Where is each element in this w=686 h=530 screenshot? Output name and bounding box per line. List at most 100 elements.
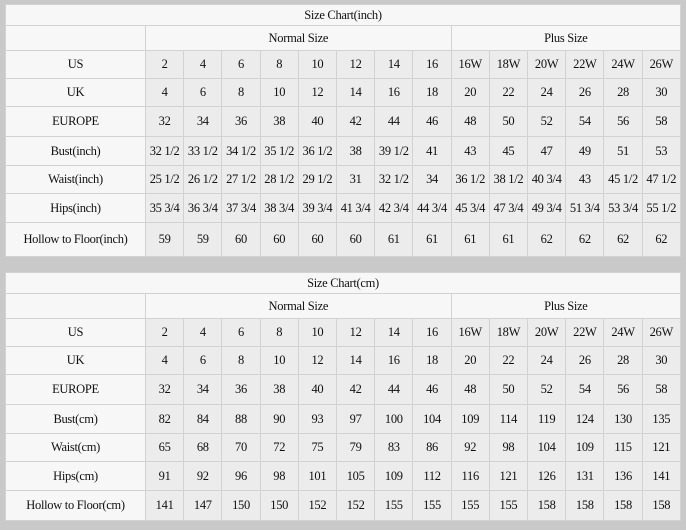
- size-value-cell: 2: [144, 50, 185, 79]
- normal-size-header: Normal Size: [145, 25, 452, 51]
- size-value-cell: 155: [450, 490, 490, 521]
- size-value-cell: 6: [183, 346, 223, 375]
- size-value-cell: 68: [183, 433, 223, 462]
- size-value-cell: 31: [336, 165, 376, 194]
- size-value-cell: 109: [565, 433, 605, 462]
- size-value-cell: 61: [488, 222, 529, 257]
- size-value-cell: 34: [183, 374, 223, 405]
- size-value-cell: 92: [450, 433, 490, 462]
- size-value-cell: 24: [527, 78, 567, 107]
- size-value-cell: 41: [412, 136, 452, 166]
- size-value-cell: 50: [488, 374, 529, 405]
- size-value-cell: 39 1/2: [374, 136, 414, 166]
- size-value-cell: 48: [450, 374, 490, 405]
- size-value-cell: 100: [374, 404, 414, 434]
- size-value-cell: 16: [412, 318, 452, 347]
- size-value-cell: 37 3/4: [221, 193, 261, 223]
- size-value-cell: 86: [412, 433, 452, 462]
- size-value-cell: 24W: [603, 318, 643, 347]
- size-value-cell: 98: [259, 461, 299, 491]
- size-value-cell: 56: [603, 374, 643, 405]
- size-value-cell: 47 3/4: [488, 193, 529, 223]
- size-value-cell: 52: [527, 106, 567, 137]
- size-value-cell: 8: [221, 346, 261, 375]
- size-value-cell: 25 1/2: [144, 165, 185, 194]
- row-label: US: [5, 318, 146, 347]
- size-value-cell: 39 3/4: [297, 193, 338, 223]
- size-value-cell: 62: [565, 222, 605, 257]
- size-value-cell: 38: [336, 136, 376, 166]
- size-value-cell: 54: [565, 374, 605, 405]
- size-value-cell: 90: [259, 404, 299, 434]
- table-row: Hips(cm) 91 92 96 98 101 105 109 112 116 121 126 131…: [5, 461, 682, 491]
- size-value-cell: 14: [336, 78, 376, 107]
- size-value-cell: 12: [297, 78, 338, 107]
- size-value-cell: 20: [450, 346, 490, 375]
- size-value-cell: 109: [374, 461, 414, 491]
- size-value-cell: 10: [259, 346, 299, 375]
- size-value-cell: 20: [450, 78, 490, 107]
- size-value-cell: 27 1/2: [221, 165, 261, 194]
- size-value-cell: 47 1/2: [641, 165, 682, 194]
- size-value-cell: 91: [144, 461, 185, 491]
- size-value-cell: 16W: [450, 318, 490, 347]
- size-value-cell: 51 3/4: [565, 193, 605, 223]
- table-row: EUROPE 32 34 36 38 40 42 44 46 48 50 52 54 56 58: [5, 374, 682, 405]
- size-value-cell: 26W: [641, 50, 682, 79]
- table-row: Hips(inch) 35 3/4 36 3/4 37 3/4 38 3/4 39 3/4…: [5, 193, 682, 223]
- row-label: US: [5, 50, 146, 79]
- size-value-cell: 131: [565, 461, 605, 491]
- size-value-cell: 49: [565, 136, 605, 166]
- size-value-cell: 44: [374, 374, 414, 405]
- size-value-cell: 18W: [488, 318, 529, 347]
- size-value-cell: 101: [297, 461, 338, 491]
- size-value-cell: 112: [412, 461, 452, 491]
- size-value-cell: 141: [144, 490, 185, 521]
- size-value-cell: 155: [488, 490, 529, 521]
- size-value-cell: 34: [183, 106, 223, 137]
- size-value-cell: 54: [565, 106, 605, 137]
- size-value-cell: 4: [144, 346, 185, 375]
- size-value-cell: 53 3/4: [603, 193, 643, 223]
- size-value-cell: 45: [488, 136, 529, 166]
- size-value-cell: 34 1/2: [221, 136, 261, 166]
- size-value-cell: 10: [297, 50, 338, 79]
- size-value-cell: 51: [603, 136, 643, 166]
- size-value-cell: 26: [565, 78, 605, 107]
- size-value-cell: 126: [527, 461, 567, 491]
- plus-size-header: Plus Size: [450, 293, 682, 319]
- size-value-cell: 18W: [488, 50, 529, 79]
- size-value-cell: 45 1/2: [603, 165, 643, 194]
- size-value-cell: 16: [412, 50, 452, 79]
- size-value-cell: 20W: [527, 318, 567, 347]
- size-value-cell: 4: [183, 318, 223, 347]
- size-value-cell: 34: [412, 165, 452, 194]
- size-value-cell: 18: [412, 346, 452, 375]
- size-value-cell: 36: [221, 374, 261, 405]
- size-value-cell: 35 3/4: [144, 193, 185, 223]
- size-value-cell: 29 1/2: [297, 165, 338, 194]
- size-value-cell: 97: [336, 404, 376, 434]
- size-value-cell: 155: [374, 490, 414, 521]
- size-value-cell: 119: [527, 404, 567, 434]
- size-value-cell: 84: [183, 404, 223, 434]
- size-value-cell: 60: [297, 222, 338, 257]
- size-value-cell: 26 1/2: [183, 165, 223, 194]
- size-value-cell: 12: [336, 50, 376, 79]
- row-label: UK: [5, 346, 146, 375]
- row-label: Hollow to Floor(cm): [5, 490, 146, 521]
- plus-size-header: Plus Size: [450, 25, 682, 51]
- table-row: Hollow to Floor(cm) 141 147 150 150 152 152 155…: [5, 490, 682, 521]
- size-value-cell: 58: [641, 106, 682, 137]
- size-value-cell: 24: [527, 346, 567, 375]
- size-value-cell: 22W: [565, 318, 605, 347]
- size-value-cell: 116: [450, 461, 490, 491]
- size-value-cell: 36: [221, 106, 261, 137]
- size-value-cell: 32: [144, 374, 185, 405]
- size-value-cell: 38 3/4: [259, 193, 299, 223]
- size-value-cell: 12: [297, 346, 338, 375]
- size-value-cell: 53: [641, 136, 682, 166]
- row-label: Hollow to Floor(inch): [5, 222, 146, 257]
- size-value-cell: 32 1/2: [374, 165, 414, 194]
- size-value-cell: 35 1/2: [259, 136, 299, 166]
